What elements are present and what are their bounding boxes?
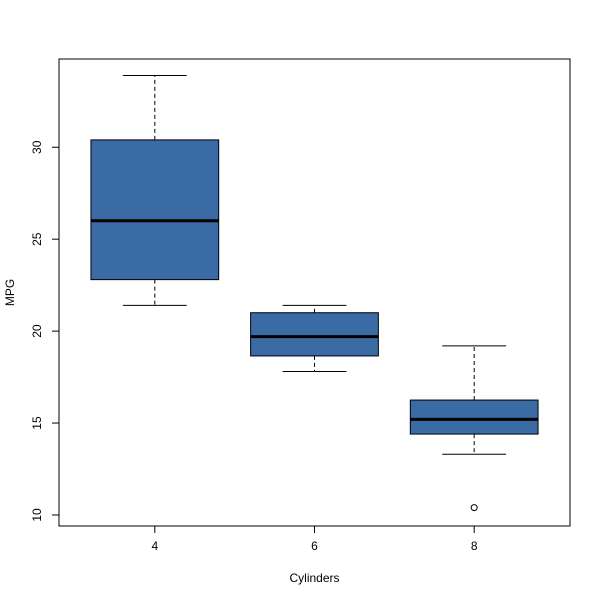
y-axis-label: MPG — [3, 279, 17, 306]
y-tick-label: 15 — [30, 416, 44, 430]
x-axis: 4 6 8 — [151, 525, 478, 553]
boxes-layer — [90, 75, 539, 512]
box-group-4 — [90, 75, 220, 306]
y-tick-label: 30 — [30, 140, 44, 154]
y-tick-label: 25 — [30, 232, 44, 246]
box-group-8 — [409, 345, 539, 512]
x-tick-label: 4 — [151, 539, 158, 553]
plot-frame — [58, 58, 571, 527]
box-iqr — [409, 399, 539, 435]
box-group-6 — [250, 304, 379, 373]
box-iqr — [250, 312, 379, 357]
box-iqr — [90, 139, 220, 281]
x-tick-label: 8 — [471, 539, 478, 553]
x-tick-label: 6 — [311, 539, 318, 553]
outlier-point — [470, 504, 478, 512]
y-axis: 10 15 20 25 30 — [30, 140, 60, 522]
x-axis-label: Cylinders — [289, 571, 339, 585]
y-tick-label: 10 — [30, 508, 44, 522]
y-tick-label: 20 — [30, 324, 44, 338]
